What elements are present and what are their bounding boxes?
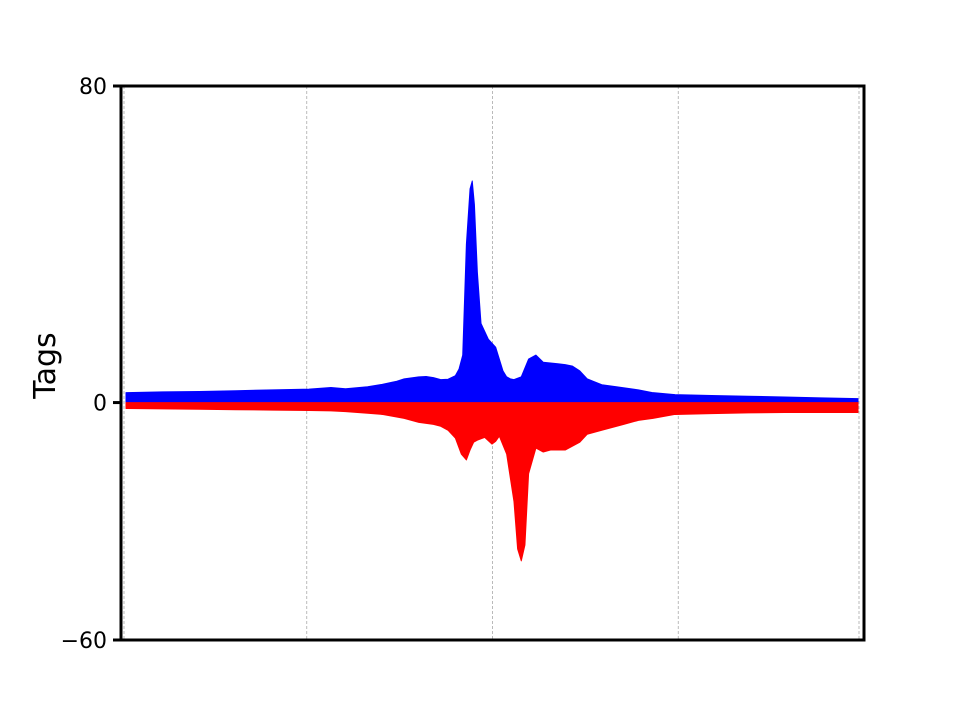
plot-areas: [125, 180, 859, 562]
y-ticks: −60 0 80: [61, 75, 121, 654]
y-tick-label: 0: [93, 392, 107, 417]
y-tick-label: 80: [79, 75, 107, 100]
y-tick-label: −60: [61, 629, 107, 654]
area-series-positive: [125, 180, 859, 404]
area-series-negative: [125, 402, 859, 562]
plot-frame: [119, 84, 866, 642]
y-axis-label: Tags: [28, 332, 63, 399]
